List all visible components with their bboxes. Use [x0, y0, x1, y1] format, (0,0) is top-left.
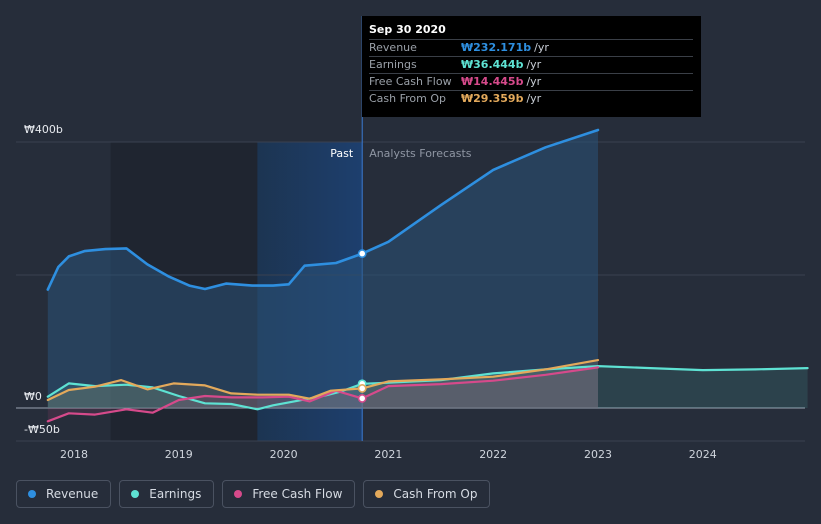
legend-label: Free Cash Flow: [252, 487, 343, 501]
tooltip-label: Free Cash Flow: [369, 75, 452, 88]
x-tick-label: 2022: [479, 448, 507, 461]
legend-dot-icon: [131, 490, 140, 498]
legend-item-revenue[interactable]: Revenue: [16, 480, 112, 508]
past-label: Past: [330, 147, 354, 160]
free-cash-flow-line: [46, 366, 600, 423]
free-cash-flow-area: [47, 367, 599, 422]
y-tick-label: -₩50b: [24, 423, 60, 436]
tooltip-date: Sep 30 2020: [369, 23, 446, 36]
cash-from-op-marker: [357, 384, 367, 393]
tooltip-value: ₩36.444b: [461, 58, 524, 71]
revenue-marker: [357, 249, 367, 258]
tooltip-label: Revenue: [369, 41, 417, 54]
legend-dot-icon: [375, 490, 384, 498]
legend-item-cash-from-op[interactable]: Cash From Op: [363, 480, 491, 508]
tooltip-row-revenue: Revenue ₩232.171b /yr: [369, 39, 693, 56]
revenue-line: [46, 128, 600, 291]
tooltip-row-earnings: Earnings ₩36.444b /yr: [369, 56, 693, 73]
earnings-area: [47, 366, 808, 410]
x-tick-label: 2018: [60, 448, 88, 461]
tooltip: Sep 30 2020 Revenue ₩232.171b /yr Earnin…: [362, 16, 701, 117]
forecast-label: Analysts Forecasts: [369, 147, 472, 160]
tooltip-unit: /yr: [526, 58, 542, 71]
tooltip-value: ₩14.445b: [461, 75, 524, 88]
legend-label: Revenue: [46, 487, 99, 501]
tooltip-row-free-cash-flow: Free Cash Flow ₩14.445b /yr: [369, 73, 693, 90]
tooltip-unit: /yr: [534, 41, 549, 54]
y-tick-label: ₩400b: [24, 123, 63, 136]
legend-label: Cash From Op: [393, 487, 478, 501]
x-tick-label: 2024: [689, 448, 717, 461]
legend-dot-icon: [28, 490, 36, 498]
x-tick-label: 2021: [374, 448, 402, 461]
tooltip-unit: /yr: [526, 92, 542, 105]
tooltip-row-cash-from-op: Cash From Op ₩29.359b /yr: [369, 90, 693, 107]
y-tick-label: ₩0: [24, 390, 42, 403]
free-cash-flow-marker: [357, 394, 367, 403]
tooltip-unit: /yr: [526, 75, 542, 88]
legend-label: Earnings: [149, 487, 202, 501]
legend-item-earnings[interactable]: Earnings: [119, 480, 215, 508]
legend-dot-icon: [234, 490, 243, 498]
tooltip-label: Cash From Op: [369, 92, 447, 105]
cash-from-op-line: [46, 359, 600, 402]
cash-from-op-area: [47, 360, 599, 408]
legend-item-free-cash-flow[interactable]: Free Cash Flow: [222, 480, 356, 508]
tooltip-value: ₩232.171b: [461, 41, 532, 54]
tooltip-label: Earnings: [369, 58, 417, 71]
tooltip-value: ₩29.359b: [461, 92, 524, 105]
revenue-area: [47, 130, 599, 408]
x-tick-label: 2023: [584, 448, 612, 461]
x-tick-label: 2020: [270, 448, 298, 461]
x-tick-label: 2019: [165, 448, 193, 461]
legend: Revenue Earnings Free Cash Flow Cash Fro…: [16, 480, 491, 508]
